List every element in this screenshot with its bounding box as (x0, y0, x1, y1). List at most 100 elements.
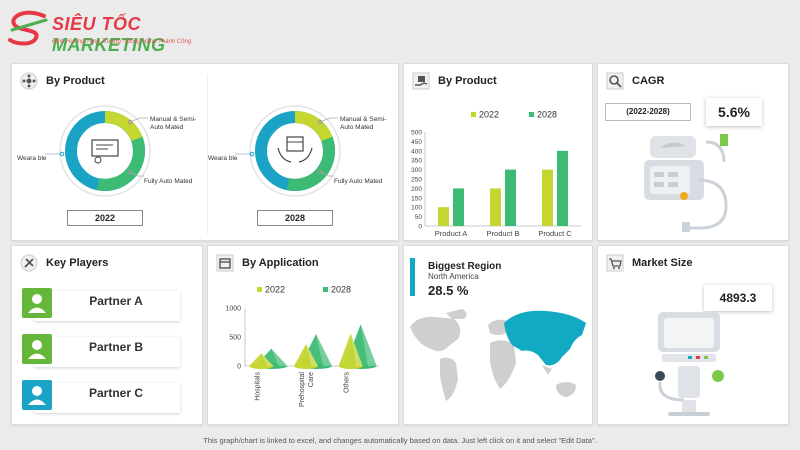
partner-item[interactable]: Partner B (22, 334, 180, 368)
highlighted-region[interactable] (504, 310, 586, 366)
donut-chart-2022[interactable] (58, 104, 152, 198)
brand-name-part2: MARKETING (52, 35, 166, 55)
y-tick-label: 400 (411, 148, 422, 155)
donut-leader-lines-2028 (235, 117, 338, 177)
card-title: CAGR (632, 75, 665, 87)
monitor-device-illustration (655, 312, 724, 416)
y-tick-label: 100 (411, 205, 422, 212)
product-hub-icon (20, 72, 38, 90)
y-tick-label: 500 (411, 130, 422, 137)
cagr-card[interactable]: CAGR (597, 63, 789, 241)
partner-name: Partner C (88, 386, 144, 400)
x-tick-label: Others (344, 372, 351, 394)
hand-box-icon (412, 72, 430, 90)
y-tick-label: 1000 (225, 306, 241, 313)
cone-shade (360, 324, 377, 366)
by-application-cone-chart[interactable]: 0 500 1000 Hospitals Prehospital Care Others 20… (207, 278, 399, 424)
cart-icon (606, 254, 624, 272)
donut-segment-fully-auto[interactable] (96, 136, 146, 191)
bar[interactable] (557, 150, 568, 226)
y-tick-label: 200 (411, 186, 422, 193)
year-box-2028: 2028 (257, 210, 333, 226)
logo-swoosh-icon (8, 10, 48, 46)
by-application-card[interactable]: By Application (207, 245, 399, 425)
donut-segment-manual[interactable] (104, 110, 143, 142)
legend-swatch (323, 287, 328, 292)
donut-chart-2028[interactable] (248, 104, 342, 198)
donut-label-manual: Manual & Semi-Auto Mated (340, 116, 387, 131)
bar[interactable] (438, 207, 449, 226)
cone-shade (350, 333, 363, 366)
x-tick-label: Product B (487, 229, 520, 238)
medical-device-illustration (644, 134, 728, 232)
partner-name: Partner B (88, 340, 144, 354)
partner-item[interactable]: Partner A (22, 288, 180, 322)
y-tick-label: 350 (411, 158, 422, 165)
region-name: North America (428, 272, 479, 281)
y-tick-label: 50 (415, 214, 423, 221)
user-icon (28, 340, 46, 359)
cagr-range: (2022-2028) (605, 103, 691, 121)
x-tick-label: Prehospital (299, 372, 306, 407)
card-title: Key Players (46, 257, 109, 269)
world-map[interactable] (406, 305, 590, 415)
footer-note: This graph/chart is linked to excel, and… (203, 436, 597, 445)
y-tick-label: 250 (411, 177, 422, 184)
user-icon (28, 386, 46, 405)
donut-label-fully-auto: Fully Auto Mated (334, 178, 383, 185)
legend-label: 2028 (331, 285, 351, 295)
tools-icon (20, 254, 38, 272)
card-header: By Product (412, 72, 497, 90)
x-tick-label: Product C (538, 229, 572, 238)
card-header: By Product (20, 72, 105, 90)
card-header: Market Size (606, 254, 693, 272)
card-title: By Product (438, 75, 497, 87)
donut-segment-manual[interactable] (294, 110, 333, 142)
cone-shade (261, 353, 274, 366)
y-tick-label: 0 (418, 224, 422, 231)
cone-base (249, 363, 274, 369)
region-value: 28.5 % (428, 283, 469, 298)
partner-tab (22, 380, 52, 410)
presentation-board-icon (91, 139, 119, 164)
y-tick-label: 150 (411, 195, 422, 202)
brand-tagline: Định Hướng Tăng Trưởng - Đồng Hành Thành… (52, 39, 192, 45)
partner-name: Partner A (89, 294, 143, 308)
cone-shade (271, 348, 288, 366)
legend-swatch (529, 112, 534, 117)
donut-label-fully-auto: Fully Auto Mated (144, 178, 193, 185)
donut-label-wearable: Weara ble (17, 155, 47, 162)
brand-logo: SIÊU TỐC MARKETING Định Hướng Tăng Trưởn… (6, 8, 216, 55)
cone[interactable] (294, 343, 318, 366)
donut-leader-lines-2022 (45, 117, 148, 177)
partner-band (34, 337, 180, 367)
partner-item[interactable]: Partner C (22, 380, 180, 414)
card-header: By Application (216, 254, 319, 272)
region-title: Biggest Region (428, 261, 502, 272)
bar[interactable] (505, 169, 516, 226)
cone-base (338, 363, 363, 369)
by-product-bar-chart[interactable]: 0 50 100 150 200 250 300 350 400 450 500 Product A P… (403, 100, 593, 240)
bar[interactable] (490, 188, 501, 226)
bar[interactable] (453, 188, 464, 226)
x-tick-label: Product A (435, 229, 468, 238)
y-tick-label: 0 (237, 364, 241, 371)
cone-base (294, 363, 318, 369)
user-icon (28, 294, 46, 313)
card-divider (207, 74, 208, 234)
cagr-value: 5.6% (706, 98, 762, 126)
year-box-2022: 2022 (67, 210, 143, 226)
brand-name: SIÊU TỐC MARKETING (52, 14, 216, 56)
legend-label: 2022 (479, 110, 499, 120)
brand-name-part1: SIÊU TỐC (52, 14, 142, 34)
donut-segment-fully-auto[interactable] (286, 136, 336, 191)
cone[interactable] (249, 353, 274, 366)
bar[interactable] (542, 169, 553, 226)
market-size-value: 4893.3 (704, 285, 772, 311)
cone[interactable] (338, 333, 363, 366)
magnifier-icon (606, 72, 624, 90)
x-tick-label: Hospitals (254, 372, 261, 401)
legend-label: 2028 (537, 110, 557, 120)
y-tick-label: 300 (411, 167, 422, 174)
partner-tab (22, 334, 52, 364)
